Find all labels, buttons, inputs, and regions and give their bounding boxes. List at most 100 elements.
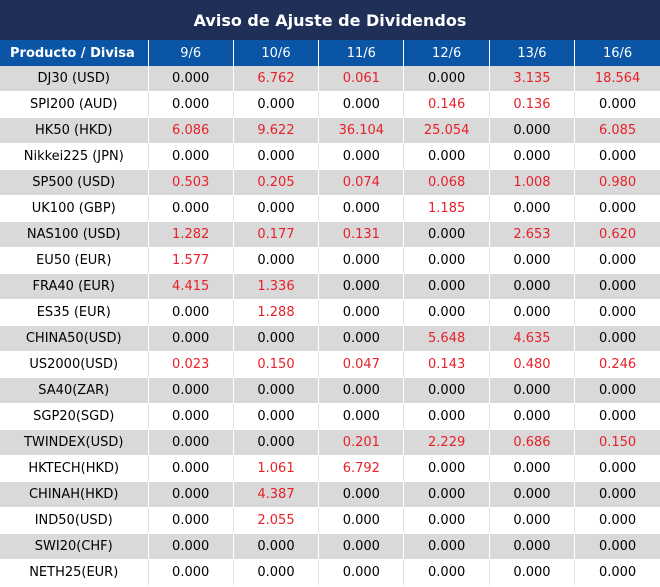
column-header-date: 12/6 [403, 40, 490, 66]
dividend-value-cell: 0.150 [233, 351, 320, 378]
dividend-value-cell: 25.054 [403, 117, 490, 144]
dividend-value-cell: 2.653 [489, 221, 576, 248]
dividend-value-cell: 0.000 [318, 325, 405, 352]
dividend-value-cell: 0.000 [318, 507, 405, 534]
table-row: CHINAH(HKD) 0.000 4.387 0.000 0.000 0.000 0.00… [0, 481, 660, 508]
product-cell: IND50(USD) [0, 507, 149, 534]
dividend-value-cell: 1.008 [489, 169, 576, 196]
product-cell: SA40(ZAR) [0, 377, 149, 404]
dividend-value-cell: 0.980 [574, 169, 660, 196]
dividend-value-cell: 0.000 [233, 247, 320, 274]
dividend-value-cell: 4.415 [148, 273, 234, 300]
product-cell: US2000(USD) [0, 351, 149, 378]
dividend-value-cell: 0.000 [574, 143, 660, 170]
dividend-value-cell: 0.000 [233, 377, 320, 404]
dividend-value-cell: 1.185 [403, 195, 490, 222]
dividend-value-cell: 0.503 [148, 169, 234, 196]
product-cell: HK50 (HKD) [0, 117, 149, 144]
dividend-value-cell: 0.000 [403, 143, 490, 170]
dividend-value-cell: 0.068 [403, 169, 490, 196]
table-row: FRA40 (EUR) 4.415 1.336 0.000 0.000 0.000 0.00… [0, 273, 660, 300]
dividend-value-cell: 0.000 [148, 403, 234, 430]
dividend-value-cell: 0.000 [148, 325, 234, 352]
dividend-value-cell: 0.150 [574, 429, 660, 456]
dividend-value-cell: 0.000 [403, 221, 490, 248]
dividend-value-cell: 0.000 [489, 455, 576, 482]
dividend-value-cell: 0.000 [403, 455, 490, 482]
dividend-value-cell: 6.086 [148, 117, 234, 144]
dividend-value-cell: 0.000 [148, 455, 234, 482]
product-cell: EU50 (EUR) [0, 247, 149, 274]
dividend-value-cell: 0.000 [318, 273, 405, 300]
dividend-value-cell: 0.000 [148, 66, 234, 92]
table-row: NAS100 (USD) 1.282 0.177 0.131 0.000 2.653 0.6… [0, 221, 660, 248]
dividend-value-cell: 0.000 [148, 481, 234, 508]
dividend-value-cell: 0.000 [318, 559, 405, 586]
dividend-value-cell: 0.000 [574, 91, 660, 118]
dividend-value-cell: 0.000 [403, 247, 490, 274]
dividend-value-cell: 0.000 [148, 377, 234, 404]
dividend-value-cell: 0.000 [489, 143, 576, 170]
dividend-value-cell: 0.000 [574, 507, 660, 534]
product-cell: NAS100 (USD) [0, 221, 149, 248]
dividend-value-cell: 0.061 [318, 66, 405, 92]
dividend-value-cell: 0.000 [318, 143, 405, 170]
dividend-value-cell: 0.246 [574, 351, 660, 378]
product-cell: SWI20(CHF) [0, 533, 149, 560]
dividend-value-cell: 0.000 [489, 247, 576, 274]
dividend-value-cell: 0.000 [233, 195, 320, 222]
dividend-value-cell: 0.000 [403, 66, 490, 92]
dividend-value-cell: 0.000 [318, 299, 405, 326]
dividend-value-cell: 0.000 [233, 429, 320, 456]
dividend-value-cell: 0.000 [403, 403, 490, 430]
dividend-value-cell: 0.000 [148, 91, 234, 118]
dividend-value-cell: 0.000 [489, 559, 576, 586]
product-cell: SGP20(SGD) [0, 403, 149, 430]
table-row: SP500 (USD) 0.503 0.205 0.074 0.068 1.008 0.98… [0, 169, 660, 196]
dividend-value-cell: 0.023 [148, 351, 234, 378]
dividend-value-cell: 6.085 [574, 117, 660, 144]
dividend-value-cell: 0.000 [574, 533, 660, 560]
dividend-value-cell: 2.055 [233, 507, 320, 534]
dividend-value-cell: 0.000 [318, 91, 405, 118]
dividend-value-cell: 0.000 [403, 559, 490, 586]
dividend-value-cell: 0.000 [574, 559, 660, 586]
table-row: UK100 (GBP) 0.000 0.000 0.000 1.185 0.000 0.00… [0, 195, 660, 222]
dividend-value-cell: 0.000 [233, 533, 320, 560]
dividend-value-cell: 0.000 [489, 377, 576, 404]
dividend-value-cell: 0.000 [403, 533, 490, 560]
dividend-value-cell: 0.000 [489, 273, 576, 300]
product-cell: FRA40 (EUR) [0, 273, 149, 300]
product-cell: DJ30 (USD) [0, 66, 149, 92]
dividend-value-cell: 0.000 [574, 403, 660, 430]
dividend-value-cell: 0.000 [489, 533, 576, 560]
table-row: HKTECH(HKD) 0.000 1.061 6.792 0.000 0.000 0.00… [0, 455, 660, 482]
dividend-value-cell: 0.000 [574, 481, 660, 508]
product-cell: ES35 (EUR) [0, 299, 149, 326]
dividend-value-cell: 0.686 [489, 429, 576, 456]
table-row: NETH25(EUR) 0.000 0.000 0.000 0.000 0.000 0.00… [0, 559, 660, 586]
column-header-date: 9/6 [148, 40, 234, 66]
dividend-value-cell: 0.480 [489, 351, 576, 378]
dividend-value-cell: 0.000 [489, 481, 576, 508]
dividend-value-cell: 1.061 [233, 455, 320, 482]
dividend-value-cell: 0.000 [574, 455, 660, 482]
dividend-value-cell: 0.620 [574, 221, 660, 248]
product-cell: UK100 (GBP) [0, 195, 149, 222]
dividend-value-cell: 0.000 [148, 299, 234, 326]
dividend-value-cell: 0.000 [489, 507, 576, 534]
dividend-value-cell: 36.104 [318, 117, 405, 144]
column-header-date: 16/6 [574, 40, 660, 66]
dividend-table: Producto / Divisa 9/6 10/6 11/6 12/6 13/… [0, 40, 660, 586]
table-row: HK50 (HKD) 6.086 9.622 36.104 25.054 0.000 6.0… [0, 117, 660, 144]
dividend-value-cell: 0.205 [233, 169, 320, 196]
dividend-value-cell: 0.000 [233, 559, 320, 586]
dividend-value-cell: 0.000 [403, 299, 490, 326]
dividend-value-cell: 2.229 [403, 429, 490, 456]
product-cell: SP500 (USD) [0, 169, 149, 196]
dividend-value-cell: 0.000 [403, 507, 490, 534]
column-header-date: 13/6 [489, 40, 576, 66]
product-cell: TWINDEX(USD) [0, 429, 149, 456]
table-row: TWINDEX(USD) 0.000 0.000 0.201 2.229 0.686 0.1… [0, 429, 660, 456]
